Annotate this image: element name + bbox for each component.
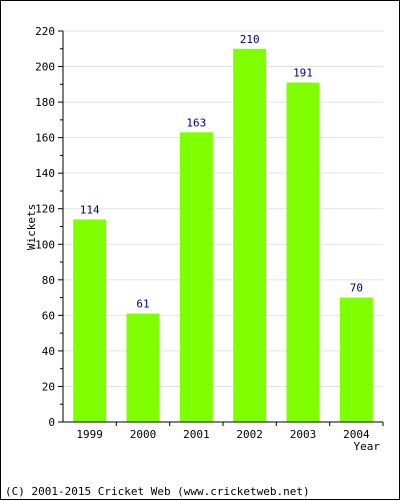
labels: 0 20 40 60 80 100 120 140 160 180 200 220 114 1999 61 2… — [35, 25, 370, 441]
bars — [73, 48, 373, 423]
y-tick-label-140: 140 — [35, 167, 55, 180]
y-tick-label-100: 100 — [35, 238, 55, 251]
x-tick-label-2000: 2000 — [130, 428, 157, 441]
y-tick-label-80: 80 — [42, 274, 55, 287]
x-tick-label-2004: 2004 — [343, 428, 370, 441]
y-tick-label-160: 160 — [35, 132, 55, 145]
bar-2003 — [286, 82, 320, 423]
y-tick-label-180: 180 — [35, 96, 55, 109]
axes — [58, 30, 384, 426]
y-tick-label-60: 60 — [42, 309, 55, 322]
bar-2001 — [179, 132, 213, 422]
y-tick-label-40: 40 — [42, 345, 55, 358]
y-tick-label-120: 120 — [35, 203, 55, 216]
y-tick-label-220: 220 — [35, 25, 55, 38]
bar-2000 — [126, 313, 160, 422]
value-label-1999: 114 — [80, 203, 100, 216]
grid-lines — [63, 30, 383, 387]
value-label-2002: 210 — [240, 33, 260, 46]
x-tick-label-2002: 2002 — [236, 428, 263, 441]
y-tick-label-200: 200 — [35, 61, 55, 74]
bar-2004 — [339, 297, 373, 422]
x-axis-label: Year — [354, 440, 381, 453]
y-tick-label-20: 20 — [42, 380, 55, 393]
value-label-2003: 191 — [293, 67, 313, 80]
y-tick-label-0: 0 — [48, 416, 55, 429]
x-tick-label-2003: 2003 — [290, 428, 317, 441]
value-label-2001: 163 — [186, 116, 206, 129]
x-tick-label-1999: 1999 — [76, 428, 103, 441]
y-axis-label: Wickets — [25, 204, 38, 250]
x-tick-label-2001: 2001 — [183, 428, 210, 441]
bar-2002 — [233, 48, 267, 422]
value-label-2000: 61 — [136, 298, 149, 311]
copyright-footer: (C) 2001-2015 Cricket Web (www.cricketwe… — [5, 485, 310, 498]
bar-1999 — [73, 219, 107, 422]
value-label-2004: 70 — [350, 282, 363, 295]
